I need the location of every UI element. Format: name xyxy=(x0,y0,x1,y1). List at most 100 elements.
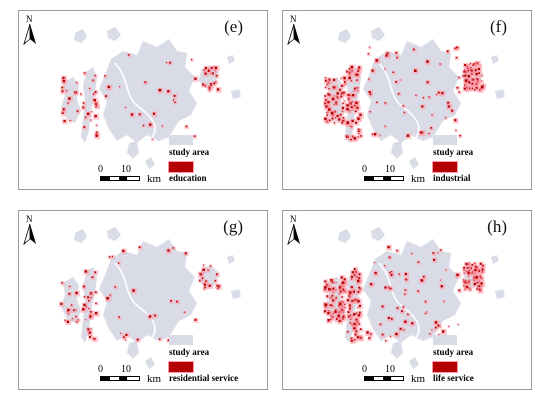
feature-patch xyxy=(94,74,96,77)
feature-patch xyxy=(73,309,75,312)
feature-patch xyxy=(208,284,211,287)
feature-halo xyxy=(455,129,458,133)
feature-patch xyxy=(391,318,393,320)
study-area-region xyxy=(338,229,351,243)
study-area-region xyxy=(371,27,385,41)
feature-patch xyxy=(191,59,193,61)
north-arrow-icon xyxy=(23,224,36,246)
feature-patch xyxy=(209,265,211,267)
feature-patch xyxy=(371,69,374,72)
north-arrow-icon xyxy=(23,24,36,46)
feature-patch xyxy=(76,321,78,323)
feature-patch xyxy=(389,271,391,274)
feature-patch xyxy=(346,104,349,107)
feature-patch xyxy=(327,312,330,315)
feature-patch xyxy=(353,313,356,316)
feature-patch xyxy=(90,119,92,121)
feature-patch xyxy=(105,95,107,97)
feature-patch xyxy=(343,100,345,102)
feature-patch xyxy=(466,286,469,289)
feature-halo xyxy=(444,269,448,272)
feature-patch xyxy=(82,285,85,288)
feature-patch xyxy=(95,106,97,108)
feature-patch xyxy=(474,68,477,72)
feature-patch xyxy=(173,94,176,97)
feature-patch xyxy=(355,121,358,124)
feature-patch xyxy=(479,89,481,91)
feature-patch xyxy=(85,319,86,320)
feature-patch xyxy=(356,106,359,109)
feature-patch xyxy=(426,60,429,63)
feature-halo xyxy=(335,103,339,107)
feature-patch xyxy=(166,62,168,64)
feature-patch xyxy=(422,275,425,278)
feature-patch xyxy=(477,67,481,71)
study-area-region xyxy=(231,89,241,99)
study-area-swatch xyxy=(169,335,193,345)
study-area-region xyxy=(145,157,155,169)
feature-patch xyxy=(411,253,413,254)
feature-halo xyxy=(95,124,99,127)
feature-patch xyxy=(203,264,204,266)
feature-patch xyxy=(358,286,361,289)
feature-patch xyxy=(60,302,63,305)
feature-patch xyxy=(476,282,479,284)
feature-patch xyxy=(83,126,86,128)
feature-patch xyxy=(349,94,351,96)
feature-patch xyxy=(91,111,93,112)
feature-patch xyxy=(106,297,109,300)
feature-patch xyxy=(349,72,351,74)
river-line xyxy=(114,262,156,340)
feature-halo xyxy=(463,272,467,275)
feature-patch xyxy=(350,337,353,340)
feature-patch xyxy=(455,56,458,59)
feature-halo xyxy=(467,275,471,279)
feature-patch xyxy=(468,64,470,66)
feature-patch xyxy=(77,319,79,321)
feature-patch xyxy=(199,279,201,282)
feature-halo xyxy=(447,325,451,329)
feature-patch xyxy=(71,318,73,320)
feature-patch xyxy=(324,102,327,105)
feature-patch xyxy=(470,69,473,72)
feature-patch xyxy=(144,81,147,84)
feature-patch xyxy=(91,276,94,278)
feature-patch xyxy=(349,308,351,310)
feature-patch xyxy=(356,312,357,314)
scale-tick-10: 10 xyxy=(121,164,131,175)
feature-patch xyxy=(95,134,98,137)
feature-patch xyxy=(356,73,359,76)
feature-patch xyxy=(185,125,188,128)
feature-patch xyxy=(478,72,480,74)
feature-halo xyxy=(469,62,473,66)
feature-patch xyxy=(441,91,444,95)
feature-patch xyxy=(444,117,446,119)
feature-patch xyxy=(107,85,111,89)
feature-patch xyxy=(76,110,79,112)
feature-patch xyxy=(470,267,472,270)
feature-patch xyxy=(328,78,331,81)
feature-patch xyxy=(468,81,471,84)
feature-patch xyxy=(357,313,361,317)
study-area-region xyxy=(74,29,87,43)
legend-study-area-label: study area xyxy=(433,147,474,157)
feature-patch xyxy=(430,127,432,129)
feature-patch xyxy=(341,121,343,124)
feature-patch xyxy=(332,292,334,293)
feature-halo xyxy=(465,71,468,74)
feature-patch xyxy=(210,84,212,86)
feature-patch xyxy=(169,61,171,64)
feature-patch xyxy=(356,279,360,283)
feature-patch xyxy=(351,300,353,302)
study-area-map xyxy=(323,27,505,169)
feature-patch xyxy=(355,271,357,272)
feature-patch xyxy=(344,303,346,305)
feature-patch xyxy=(465,282,467,284)
feature-patch xyxy=(379,134,381,136)
feature-patch xyxy=(95,131,98,134)
feature-halo xyxy=(373,261,377,265)
feature-halo xyxy=(343,100,346,103)
feature-halo xyxy=(399,79,403,82)
feature-patch xyxy=(138,113,141,116)
feature-halo xyxy=(333,298,337,302)
